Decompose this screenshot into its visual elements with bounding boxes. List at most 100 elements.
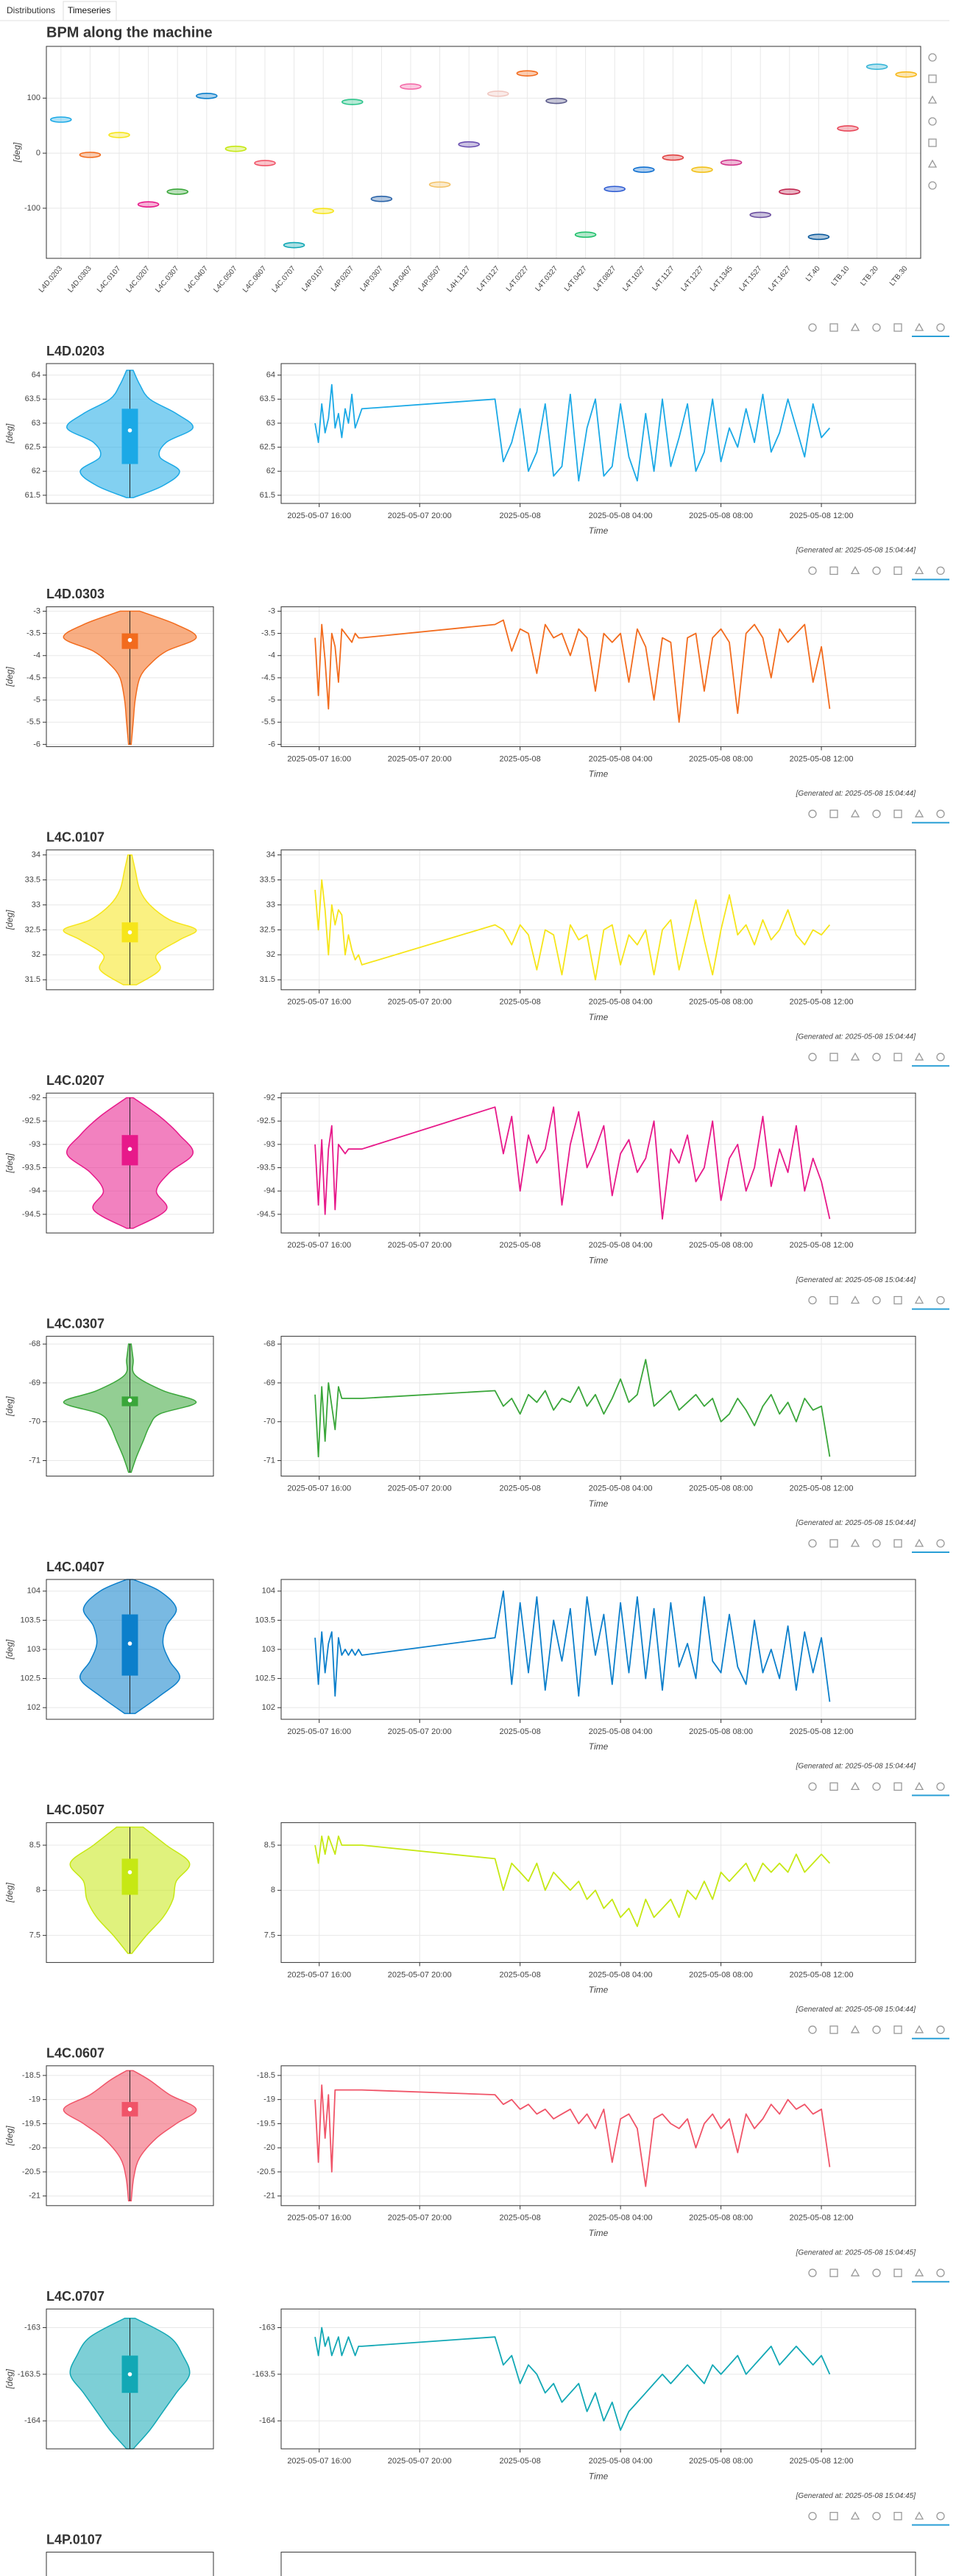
- toolbar-icon: [914, 322, 924, 331]
- y-tick-label: 33: [32, 900, 40, 909]
- x-tick-label: 2025-05-07 20:00: [388, 2457, 452, 2466]
- toolbar-icon: [914, 566, 924, 575]
- toolbar-icon: [893, 323, 902, 332]
- violin-mark: [632, 166, 655, 173]
- series-line: [314, 2326, 831, 2431]
- y-tick-label: 7.5: [29, 1931, 40, 1940]
- generated-note: [Generated at: 2025-05-08 15:04:44]: [796, 547, 916, 555]
- violin-mark: [341, 99, 364, 105]
- toolbar-icon: [928, 138, 937, 147]
- generated-note: [Generated at: 2025-05-08 15:04:44]: [796, 1276, 916, 1284]
- active-tab[interactable]: [63, 1, 117, 21]
- x-tick-label: 2025-05-08 08:00: [689, 1241, 753, 1250]
- x-axis-label: Time: [589, 1255, 609, 1265]
- x-tick-label: 2025-05-07 16:00: [287, 2214, 351, 2223]
- toolbar-icon: [829, 2025, 838, 2034]
- toolbar-icon: [893, 566, 902, 576]
- y-tick-label: -93.5: [22, 1163, 40, 1172]
- y-tick-label: 8: [36, 1886, 40, 1894]
- toolbar-icon: [850, 1295, 860, 1304]
- x-tick-label: 2025-05-08 08:00: [689, 2457, 753, 2466]
- y-tick-label: -19.5: [22, 2119, 40, 2128]
- toolbar-icon: [850, 809, 860, 818]
- violin-mark: [283, 241, 305, 249]
- toolbar-icon: [893, 2511, 902, 2521]
- x-axis-label: Time: [589, 1985, 609, 1995]
- y-tick-label: 32: [32, 950, 40, 959]
- toolbar-icon: [936, 1295, 945, 1305]
- violin-mark: [50, 116, 72, 123]
- toolbar-icon: [850, 1052, 860, 1061]
- toolbar-icon: [928, 181, 937, 190]
- y-tick-label: 33.5: [25, 875, 40, 884]
- y-axis-label: [deg]: [4, 2126, 15, 2146]
- toolbar-icon: [928, 117, 937, 126]
- x-tick-label: 2025-05-08 08:00: [689, 998, 753, 1007]
- x-axis-label: Time: [589, 1012, 609, 1022]
- toolbar-icon: [872, 1295, 881, 1305]
- x-tick-label: 2025-05-07 20:00: [388, 1970, 452, 1979]
- y-tick-label: -6: [33, 740, 40, 749]
- x-tick-label: 2025-05-07 20:00: [388, 1485, 452, 1493]
- violin-mark: [662, 154, 684, 161]
- median: [127, 2106, 132, 2112]
- plot-frame: [46, 2065, 214, 2207]
- violin-mark: [312, 208, 335, 214]
- toolbar-icon: [808, 1052, 817, 1061]
- violin-mark: [865, 63, 888, 70]
- toolbar-icon: [936, 2511, 945, 2521]
- toolbar-icon: [872, 1539, 881, 1548]
- toolbar-icon: [872, 323, 881, 332]
- plot-frame: [280, 606, 916, 747]
- x-tick-label: 2025-05-08 08:00: [689, 1485, 753, 1493]
- violin-mark: [428, 181, 451, 188]
- median: [127, 428, 132, 433]
- y-tick-label: -68: [29, 1340, 40, 1348]
- panel-title: L4C.0707: [46, 2289, 105, 2304]
- median: [127, 637, 132, 643]
- plot-frame: [46, 1092, 214, 1234]
- y-tick-label: -164: [24, 2416, 40, 2425]
- toolbar-icon: [808, 810, 817, 818]
- x-tick-label: 2025-05-08 04:00: [589, 1241, 653, 1250]
- panel-title: L4P.0107: [46, 2532, 102, 2547]
- y-tick-label: 62.5: [25, 443, 40, 452]
- y-tick-label: 63.5: [260, 394, 275, 403]
- y-axis-label: [deg]: [4, 1153, 15, 1173]
- y-tick-label: 104: [262, 1587, 275, 1596]
- x-axis-label: Time: [589, 769, 609, 779]
- y-tick-label: -93.5: [257, 1163, 275, 1172]
- x-tick-label: 2025-05-07 20:00: [388, 1241, 452, 1250]
- toolbar-icon: [829, 1782, 838, 1791]
- y-tick-label: -20.5: [22, 2168, 40, 2176]
- y-tick-label: -163.5: [252, 2370, 275, 2379]
- median: [127, 1641, 132, 1646]
- toolbar-icon: [808, 323, 817, 332]
- y-tick-label: -163: [24, 2323, 40, 2332]
- y-tick-label: -71: [29, 1456, 40, 1465]
- median: [127, 930, 132, 935]
- plot-frame: [280, 2065, 916, 2207]
- y-tick-label: 64: [32, 371, 40, 380]
- toolbar-icon: [850, 1538, 860, 1547]
- x-tick-label: 2025-05-08 12:00: [790, 1727, 854, 1736]
- x-tick-label: 2025-05-07 16:00: [287, 998, 351, 1007]
- y-tick-label: 33: [266, 900, 275, 909]
- x-tick-label: 2025-05-07 20:00: [388, 2214, 452, 2223]
- y-tick-label: -3.5: [26, 629, 40, 637]
- plot-frame: [280, 1336, 916, 1477]
- tab[interactable]: Timeseries: [68, 5, 110, 15]
- y-tick-label: 103: [27, 1645, 40, 1654]
- toolbar-icon: [872, 810, 881, 818]
- y-tick-label: -20: [29, 2143, 40, 2152]
- x-tick-label: 2025-05-08 12:00: [790, 2214, 854, 2223]
- violin-mark: [224, 145, 247, 152]
- tab[interactable]: Distributions: [7, 5, 55, 15]
- toolbar-icon: [850, 2268, 860, 2276]
- y-tick-label: 0: [36, 149, 40, 158]
- y-tick-label: -20.5: [257, 2168, 275, 2176]
- toolbar-icon: [936, 323, 945, 332]
- plot-frame: [280, 2552, 916, 2576]
- x-tick-label: 2025-05-08 08:00: [689, 1727, 753, 1736]
